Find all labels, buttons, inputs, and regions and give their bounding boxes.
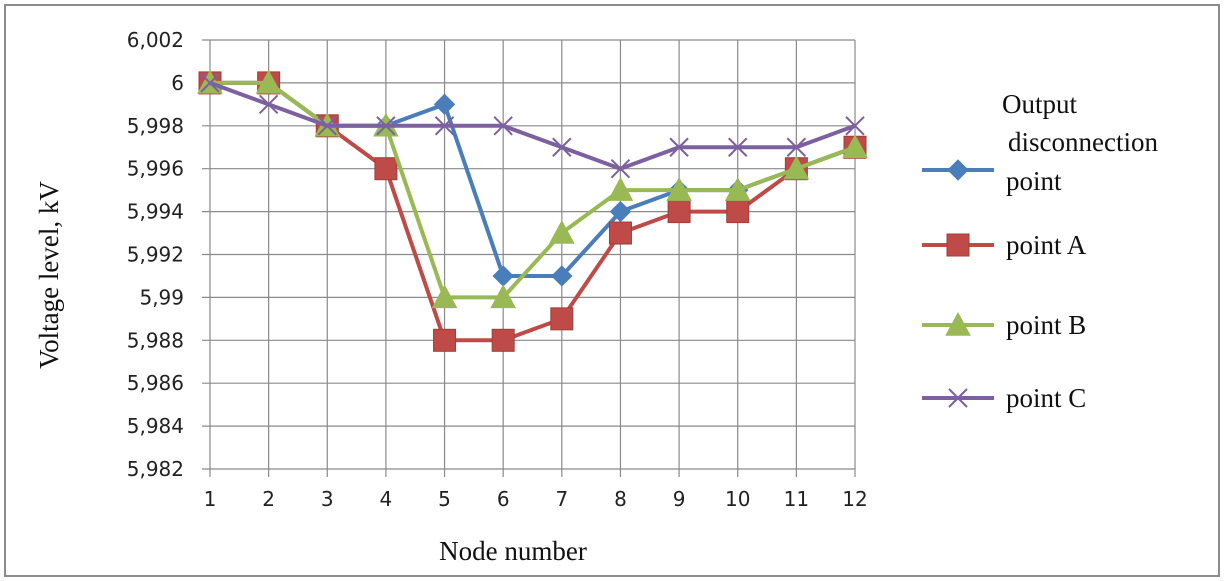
legend-marker xyxy=(946,233,970,257)
data-point xyxy=(667,200,691,224)
y-tick-label: 5,988 xyxy=(127,328,184,352)
legend-marker xyxy=(948,388,968,408)
y-tick-label: 5,996 xyxy=(127,157,184,181)
data-point xyxy=(724,177,751,201)
x-tick-label: 1 xyxy=(204,487,217,511)
y-tick-label: 5,992 xyxy=(127,243,184,267)
data-point xyxy=(666,177,692,201)
x-tick-label: 7 xyxy=(555,487,568,511)
legend-label: point xyxy=(1006,166,1062,196)
x-tick-label: 6 xyxy=(497,487,510,511)
data-point xyxy=(490,284,517,309)
y-tick-label: 5,994 xyxy=(127,200,184,224)
series-layer xyxy=(197,69,868,352)
data-point xyxy=(433,328,457,352)
legend-label: disconnection xyxy=(1008,127,1158,157)
y-tick-label: 5,982 xyxy=(127,457,184,481)
data-point xyxy=(728,137,748,157)
legend-marker xyxy=(945,311,971,336)
data-point xyxy=(255,69,282,94)
data-point xyxy=(258,94,279,115)
data-point xyxy=(845,116,865,136)
x-tick-label: 10 xyxy=(725,487,750,511)
data-point xyxy=(607,177,634,201)
data-point xyxy=(433,93,456,116)
series-line xyxy=(210,80,856,300)
x-tick-label: 9 xyxy=(673,487,686,511)
data-point xyxy=(374,157,398,181)
x-tick-label: 11 xyxy=(784,487,809,511)
legend-label: point B xyxy=(1006,310,1086,340)
y-axis-title: Voltage level, kV xyxy=(34,181,64,369)
data-point xyxy=(610,158,631,179)
data-point xyxy=(431,284,458,309)
y-tick-label: 6 xyxy=(171,71,184,95)
legend-entry: point C xyxy=(922,383,1086,413)
series-line xyxy=(209,81,856,171)
data-point xyxy=(551,265,573,287)
x-tick-label: 2 xyxy=(262,487,275,511)
x-tick-labels: 1 2 3 4 5 6 7 8 9 10 11 12 xyxy=(204,487,868,511)
data-point xyxy=(669,137,689,157)
data-point xyxy=(550,307,574,331)
data-point xyxy=(434,116,455,136)
data-point xyxy=(376,116,396,136)
x-axis-title: Node number xyxy=(439,536,587,566)
data-point xyxy=(608,221,632,245)
data-point xyxy=(493,116,513,136)
legend-entry: point B xyxy=(922,310,1086,340)
y-tick-label: 6,002 xyxy=(127,28,184,52)
y-tick-label: 5,984 xyxy=(127,414,184,438)
legend: Output disconnection point point A point B po… xyxy=(922,89,1158,413)
data-point xyxy=(200,73,220,93)
x-tick-label: 5 xyxy=(438,487,451,511)
y-tick-label: 5,99 xyxy=(139,285,184,309)
legend-entry: Output disconnection point xyxy=(922,89,1158,196)
y-tick-label: 5,998 xyxy=(127,114,184,138)
legend-label: Output xyxy=(1002,89,1078,119)
legend-marker xyxy=(947,159,969,181)
series-3 xyxy=(200,73,865,179)
data-point xyxy=(492,265,514,287)
chart-frame xyxy=(4,4,1220,577)
x-tick-label: 8 xyxy=(614,487,627,511)
data-point xyxy=(786,137,807,157)
legend-entry: point A xyxy=(922,230,1087,260)
y-tick-labels: 5,982 5,984 5,986 5,988 5,99 5,992 5,994 5,996 5… xyxy=(127,28,184,481)
x-tick-label: 4 xyxy=(380,487,393,511)
data-point xyxy=(317,116,337,136)
data-point xyxy=(491,328,515,352)
x-tick-label: 12 xyxy=(842,487,867,511)
y-tick-label: 5,986 xyxy=(127,371,184,395)
data-point xyxy=(842,134,868,158)
data-point xyxy=(783,155,810,180)
legend-label: point C xyxy=(1006,383,1086,413)
legend-label: point A xyxy=(1006,230,1087,260)
data-point xyxy=(548,219,575,244)
x-tick-label: 3 xyxy=(321,487,334,511)
data-point xyxy=(726,200,750,224)
data-point xyxy=(552,137,572,157)
